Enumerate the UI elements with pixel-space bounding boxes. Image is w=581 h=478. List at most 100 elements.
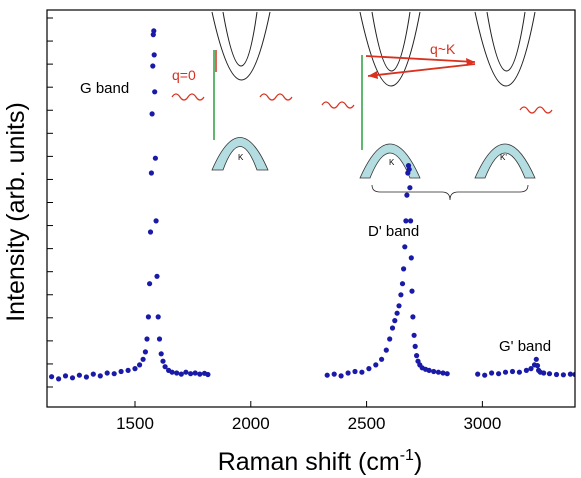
- data-point-d: [403, 218, 409, 224]
- valence-cone-left: [211, 137, 269, 171]
- data-point-g: [150, 63, 156, 69]
- data-point-g: [62, 373, 69, 379]
- data-point-g: [151, 28, 157, 34]
- data-point-g: [169, 369, 175, 375]
- data-point-g2: [509, 368, 516, 375]
- arrowhead-left: [368, 71, 378, 79]
- data-point-d: [404, 192, 410, 198]
- data-point-d: [408, 255, 414, 261]
- conduction-cone-right-inner: [486, 11, 526, 72]
- data-point-g: [132, 366, 138, 372]
- data-point-d: [406, 166, 412, 172]
- plot-frame: [46, 9, 576, 408]
- data-point-g: [145, 314, 151, 320]
- conduction-cone-left-inner: [222, 11, 258, 67]
- valence-cone-mid: [359, 143, 421, 179]
- data-point-g: [149, 111, 155, 117]
- data-point-g2: [553, 371, 560, 378]
- data-point-g: [154, 273, 160, 279]
- brace: [371, 184, 529, 201]
- data-point-d: [411, 332, 417, 338]
- scatter-arrow-bottom: [367, 63, 476, 77]
- data-point-g: [158, 351, 164, 357]
- data-point-d: [359, 369, 365, 375]
- data-point-g2: [534, 363, 541, 369]
- d-band-label: D' band: [368, 223, 419, 240]
- data-point-g: [152, 155, 158, 161]
- data-point-g: [83, 374, 89, 380]
- data-point-g2: [541, 370, 547, 376]
- data-point-d: [345, 370, 351, 376]
- k-prime-label: K': [500, 153, 507, 162]
- k-label-left: K: [238, 153, 244, 162]
- conduction-cone-right-outer: [474, 11, 536, 87]
- x-axis-label-sup: -1: [400, 447, 414, 464]
- data-point-d: [331, 371, 337, 377]
- data-point-g: [183, 369, 189, 375]
- data-point-d: [338, 373, 344, 379]
- laser-out-left: [259, 93, 293, 101]
- data-point-g2: [533, 356, 539, 362]
- x-axis-label: Raman shift (cm-1): [218, 447, 423, 476]
- data-point-d: [414, 353, 420, 359]
- data-point-g: [197, 371, 203, 377]
- arrowhead-right: [466, 58, 475, 66]
- data-point-d: [412, 343, 418, 349]
- data-point-g: [111, 371, 117, 377]
- data-point-g: [104, 370, 110, 376]
- qk-label: q~K: [430, 41, 456, 57]
- data-point-g: [148, 170, 154, 176]
- data-point-g2: [489, 370, 495, 376]
- k-label-mid: K: [389, 158, 395, 167]
- g2-band-label: G' band: [499, 338, 551, 355]
- data-point-d: [324, 372, 330, 378]
- x-tick-label: 1500: [116, 414, 154, 433]
- data-point-g: [118, 368, 124, 375]
- data-point-d: [402, 244, 408, 250]
- data-point-g: [162, 364, 168, 370]
- data-point-g: [90, 371, 96, 377]
- data-point-d: [407, 185, 413, 191]
- data-point-g2: [475, 371, 481, 377]
- data-point-g: [205, 371, 211, 378]
- data-point-d: [409, 288, 415, 294]
- data-point-d: [408, 218, 414, 224]
- x-tick-label: 2500: [348, 414, 386, 433]
- data-point-g2: [482, 372, 488, 378]
- data-point-g: [147, 229, 154, 235]
- data-point-g: [156, 336, 163, 342]
- conduction-cone-mid-outer: [359, 11, 421, 87]
- data-point-g: [49, 374, 55, 380]
- data-point-g: [174, 370, 180, 376]
- data-point-g2: [572, 371, 575, 378]
- data-point-d: [401, 266, 407, 272]
- data-point-d: [389, 325, 396, 331]
- q0-label: q=0: [172, 67, 196, 83]
- x-axis-label-close: ): [414, 448, 422, 476]
- data-point-g: [97, 373, 103, 379]
- data-point-d: [399, 281, 406, 287]
- data-point-d: [440, 370, 446, 376]
- x-tick-label: 3000: [463, 414, 501, 433]
- valence-cone-right: [474, 143, 536, 179]
- data-point-g: [147, 281, 153, 287]
- inset-left-diagram: q=0 K: [171, 11, 293, 171]
- data-point-d: [394, 310, 400, 316]
- data-point-g: [178, 371, 184, 377]
- data-point-d: [352, 368, 358, 375]
- data-point-g2: [567, 371, 574, 377]
- data-point-g: [56, 376, 62, 382]
- laser-in-right: [321, 101, 355, 109]
- x-tick-label: 2000: [232, 414, 270, 433]
- data-point-g2: [523, 367, 530, 373]
- data-point-g: [76, 372, 82, 378]
- data-point-d: [387, 336, 393, 342]
- data-point-d: [396, 303, 402, 309]
- data-point-d: [373, 362, 379, 368]
- y-axis-label: Intensity (arb. units): [2, 102, 30, 322]
- data-point-g: [192, 370, 198, 376]
- scatter-arrow-top: [365, 55, 476, 63]
- data-point-g: [188, 371, 194, 377]
- data-point-d: [435, 369, 441, 375]
